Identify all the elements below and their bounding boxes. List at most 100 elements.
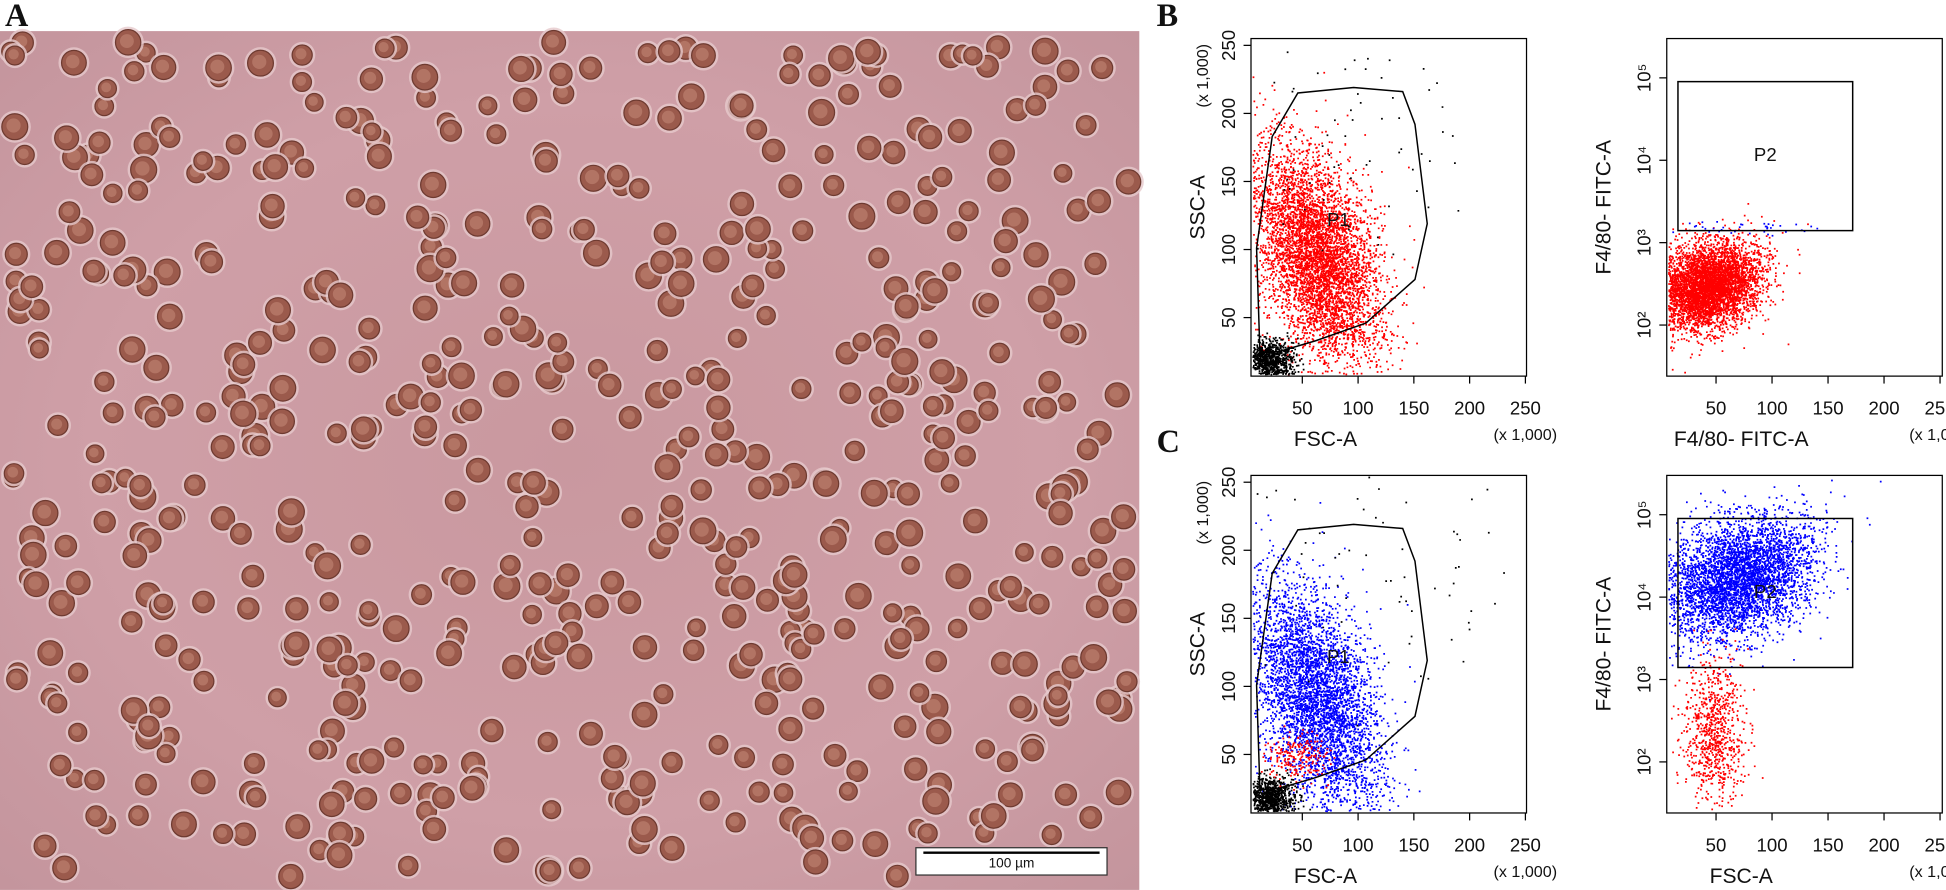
cell-core	[1033, 290, 1048, 305]
cell-core	[752, 785, 764, 797]
cell-core	[899, 299, 912, 312]
cell-core	[735, 579, 749, 593]
event-cloud	[1668, 202, 1809, 374]
cell-core	[417, 758, 427, 769]
cell-core	[506, 659, 520, 673]
plot-frame	[1666, 474, 1943, 814]
cell-core	[666, 382, 676, 393]
cell-core	[352, 354, 365, 367]
cell-core	[58, 130, 72, 144]
cell-core	[417, 300, 431, 314]
cell-core	[926, 399, 938, 411]
cell-core	[729, 540, 741, 552]
cell-core	[634, 775, 649, 790]
cell-core	[1091, 193, 1105, 207]
cell-core	[993, 346, 1004, 358]
cell-core	[853, 207, 868, 223]
cell-core	[253, 439, 265, 451]
cell-core	[66, 149, 81, 163]
gate-label: P2	[1754, 581, 1777, 602]
cell-core	[786, 49, 798, 60]
cell-core	[308, 546, 319, 557]
cell-core	[274, 379, 289, 395]
cell-core	[750, 221, 764, 235]
cell-core	[318, 274, 332, 288]
cell-core	[1028, 246, 1042, 261]
cell-core	[387, 620, 403, 635]
cell-core	[782, 671, 796, 685]
cell-core	[669, 442, 681, 454]
y-tick-label: 150	[1218, 603, 1239, 634]
cell-core	[872, 389, 882, 400]
cell-core	[131, 809, 143, 820]
cell-core	[855, 335, 866, 346]
cell-core	[1051, 689, 1062, 700]
cell-core	[759, 309, 770, 320]
cell-core	[1117, 603, 1130, 617]
cell-core	[419, 804, 431, 816]
cell-core	[42, 645, 56, 659]
cell-core	[726, 608, 740, 622]
cell-core	[148, 410, 160, 422]
cell-core	[498, 578, 513, 593]
cell-core	[748, 448, 763, 463]
cell-core	[589, 598, 602, 612]
x-tick-label: 50	[1706, 398, 1727, 419]
cell-core	[455, 574, 469, 588]
x-tick-label: 150	[1398, 834, 1429, 855]
cell-core	[710, 400, 724, 413]
cell-core	[416, 68, 431, 83]
cell-core	[119, 34, 134, 49]
cell-core	[394, 786, 406, 798]
cell-core	[715, 422, 728, 435]
cell-core	[1017, 656, 1031, 670]
x-tick-label: 250	[1510, 398, 1541, 419]
x-tick-label: 250	[1925, 398, 1946, 419]
y-multiplier: (x 1,000)	[1194, 44, 1212, 108]
cell-core	[526, 475, 539, 488]
cell-core	[312, 743, 323, 754]
cell-core	[661, 110, 675, 124]
cell-core	[926, 698, 941, 714]
cell-core	[943, 477, 954, 487]
cell-core	[690, 621, 701, 632]
x-tick-label: 150	[1813, 398, 1844, 419]
cell-core	[538, 153, 552, 166]
cell-core	[119, 472, 130, 482]
cell-core	[545, 803, 556, 814]
cell-core	[850, 587, 865, 602]
cell-core	[794, 642, 806, 654]
y-axis-label: SSC-A	[1186, 611, 1209, 676]
cell-core	[936, 430, 949, 443]
cell-core	[950, 224, 962, 236]
cell-core	[1025, 742, 1038, 755]
panel-label: A	[5, 0, 29, 33]
cell-core	[519, 499, 532, 512]
x-tick-label: 200	[1454, 398, 1485, 419]
cell-core	[1085, 649, 1100, 664]
cell-core	[826, 178, 838, 190]
gate-label: P2	[1754, 144, 1777, 165]
plot-frame	[1666, 37, 1943, 377]
cell-core	[979, 742, 990, 753]
cell-core	[504, 277, 518, 291]
cell-core	[952, 123, 965, 137]
y-tick-label: 100	[1218, 234, 1239, 265]
cell-core	[657, 226, 670, 239]
cell-core	[659, 459, 674, 473]
cell-core	[159, 638, 171, 651]
cell-core	[33, 342, 44, 353]
cell-core	[694, 483, 706, 495]
cell-core	[1057, 167, 1067, 177]
cell-core	[641, 46, 652, 58]
cell-core	[935, 170, 947, 182]
cell-core	[196, 594, 209, 607]
cell-core	[84, 167, 97, 180]
cell-core	[513, 60, 527, 75]
cell-core	[448, 494, 460, 506]
cell-core	[155, 59, 170, 73]
cell-core	[711, 372, 724, 385]
cell-core	[760, 593, 773, 606]
cell-core	[966, 49, 977, 60]
